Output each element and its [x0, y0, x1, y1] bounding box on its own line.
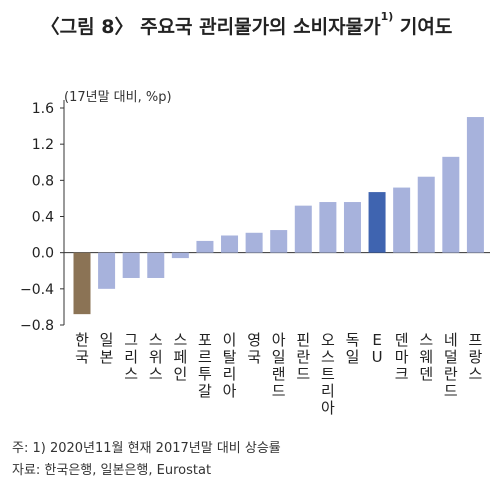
bar-12 — [343, 202, 361, 253]
source-note: 자료: 한국은행, 일본은행, Eurostat — [12, 463, 212, 478]
y-tick-label: −0.8 — [20, 318, 54, 334]
bar-5 — [171, 252, 189, 259]
bar-9 — [270, 230, 288, 253]
bar-16 — [442, 156, 460, 253]
footnote: 주: 1) 2020년11월 현재 2017년말 대비 상승률 — [12, 441, 281, 456]
bar-14 — [393, 187, 411, 253]
unit-label: (17년말 대비, %p) — [64, 90, 172, 105]
bar-7 — [221, 235, 239, 253]
y-tick-label: −0.4 — [20, 282, 54, 298]
y-tick-label: 0.4 — [32, 210, 54, 226]
chart-title-footnote-mark: 1) — [380, 10, 394, 23]
chart-title-tail: 기여도 — [393, 16, 453, 38]
bar-13 — [368, 192, 386, 253]
chart-title-main: 〈그림 8〉 주요국 관리물가의 소비자물가 — [40, 16, 381, 38]
y-tick-label: 1.2 — [32, 137, 54, 153]
bar-1 — [73, 252, 91, 315]
bar-11 — [319, 202, 337, 253]
bar-4 — [147, 252, 165, 278]
bar-10 — [294, 205, 312, 253]
y-tick-label: 0.0 — [32, 246, 54, 262]
chart-title: 〈그림 8〉 주요국 관리물가의 소비자물가1) 기여도 — [0, 10, 493, 39]
bar-6 — [196, 240, 214, 253]
bar-chart: −0.8 −0.4 0.0 0.4 0.8 1.2 1.6 한 국 일 본 그 리 스 스 위 스 스 페 인 포 르 투 갈… — [20, 100, 490, 417]
bar-17 — [466, 117, 484, 253]
bar-8 — [245, 232, 263, 253]
bar-3 — [122, 252, 140, 278]
y-tick-label: 0.8 — [32, 173, 54, 189]
bar-15 — [417, 176, 435, 253]
y-tick-label: 1.6 — [32, 101, 54, 117]
bar-2 — [98, 252, 116, 289]
